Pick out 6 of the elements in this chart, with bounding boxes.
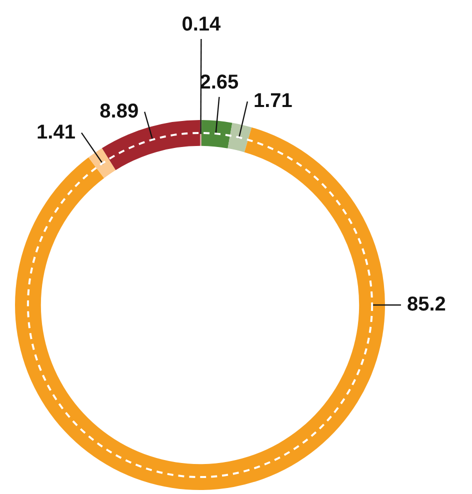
data-label: 85.2 [407,294,446,316]
data-label: 2.65 [200,71,239,94]
data-label: 0.14 [182,14,222,36]
data-label: 1.41 [36,121,76,144]
data-label: 8.89 [100,100,139,122]
data-label: 1.71 [253,90,292,112]
